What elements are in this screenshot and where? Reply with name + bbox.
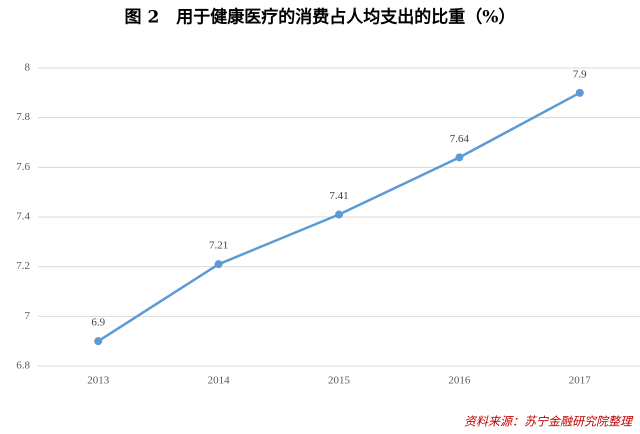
y-tick-label: 6.8 [16, 360, 30, 372]
point [94, 337, 103, 346]
x-tick-label: 2016 [448, 375, 471, 387]
chart-title: 图 2 用于健康医疗的消费占人均支出的比重（%） [125, 7, 516, 28]
x-tick-label: 2017 [569, 375, 592, 387]
value-label: 7.9 [573, 68, 587, 80]
point [214, 260, 223, 269]
y-tick-label: 7.2 [16, 260, 30, 272]
value-label: 7.41 [329, 190, 348, 202]
y-tick-label: 7 [25, 310, 31, 322]
x-tick-label: 2014 [208, 375, 231, 387]
point [335, 210, 343, 219]
y-tick-label: 7.6 [16, 161, 30, 173]
point [575, 88, 584, 97]
value-label: 6.9 [91, 317, 105, 329]
value-label: 7.64 [450, 133, 470, 145]
value-label: 7.21 [209, 240, 228, 252]
source-note: 资料来源：苏宁金融研究院整理 [464, 415, 634, 429]
x-tick-label: 2013 [87, 375, 110, 387]
y-tick-label: 7.4 [16, 211, 30, 223]
y-tick-label: 7.8 [16, 111, 30, 123]
y-tick-label: 8 [25, 62, 31, 74]
point [455, 153, 464, 162]
x-tick-label: 2015 [328, 375, 351, 387]
